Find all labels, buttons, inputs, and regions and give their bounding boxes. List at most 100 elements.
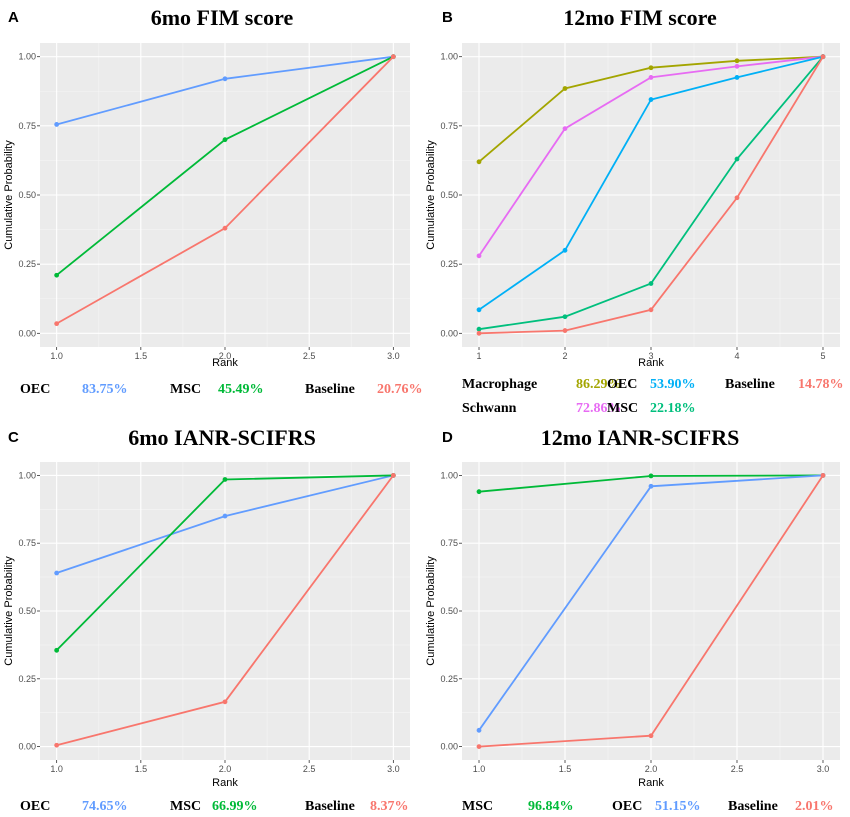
data-point-oec <box>222 76 228 82</box>
y-tick-label: 0.00 <box>440 742 458 752</box>
data-point-oec <box>54 122 60 127</box>
data-point-schwann <box>648 75 654 80</box>
data-point-baseline <box>734 195 740 201</box>
data-point-baseline <box>54 321 60 327</box>
panel-c: C 6mo IANR-SCIFRS 1.0 1.5 2.0 2.5 3.0 0.00 0.25 0… <box>3 425 410 814</box>
data-point-oec <box>648 97 654 102</box>
data-point-msc <box>648 281 654 286</box>
y-axis-label: Cumulative Probability <box>425 140 437 250</box>
x-tick-label: 1 <box>477 351 482 361</box>
data-point-oec <box>476 307 482 313</box>
data-point-msc <box>476 489 482 495</box>
x-tick-label: 2 <box>562 351 567 361</box>
x-tick-label: 3.0 <box>817 764 830 774</box>
data-point-baseline <box>222 225 228 231</box>
y-tick-label: 0.25 <box>18 259 36 269</box>
x-tick-label: 3.0 <box>387 351 400 361</box>
legend-name: MSC <box>607 401 638 416</box>
data-point-oec <box>648 483 654 489</box>
legend-value: 53.90% <box>650 377 696 392</box>
y-tick-label: 1.00 <box>18 52 36 62</box>
y-tick-label: 0.00 <box>18 742 36 752</box>
y-tick-label: 0.00 <box>440 328 458 338</box>
y-tick-label: 0.00 <box>18 328 36 338</box>
legend-value: 74.65% <box>82 799 128 814</box>
y-axis-label: Cumulative Probability <box>425 556 437 666</box>
legend-value: 51.15% <box>655 799 701 814</box>
x-tick-label: 2.5 <box>303 764 316 774</box>
legend-name: OEC <box>20 382 50 397</box>
legend-value: 20.76% <box>377 382 423 397</box>
data-point-oec <box>562 247 568 253</box>
y-axis-label: Cumulative Probability <box>3 556 15 666</box>
data-point-schwann <box>562 126 568 132</box>
data-point-baseline <box>390 54 396 60</box>
data-point-baseline <box>820 473 826 478</box>
y-tick-label: 0.75 <box>440 121 458 131</box>
legend-name: OEC <box>20 799 50 814</box>
x-tick-label: 1.5 <box>135 351 148 361</box>
data-point-msc <box>222 137 228 143</box>
data-point-msc <box>476 326 482 332</box>
data-point-macrophage <box>648 65 654 71</box>
y-tick-label: 0.50 <box>440 190 458 200</box>
data-point-msc <box>54 647 60 653</box>
legend-value: 86.29% <box>576 377 622 392</box>
panel-letter: A <box>8 9 19 26</box>
legend-value: 22.18% <box>650 401 696 416</box>
y-tick-label: 0.75 <box>440 538 458 548</box>
y-axis-label: Cumulative Probability <box>3 140 15 250</box>
panel-d: D 12mo IANR-SCIFRS 1.0 1.5 2.0 2.5 3.0 0.00 0.25… <box>425 425 840 814</box>
data-point-baseline <box>648 307 654 313</box>
data-point-oec <box>222 513 228 519</box>
data-point-baseline <box>562 328 568 333</box>
legend-name: Baseline <box>305 799 355 814</box>
legend-value: 45.49% <box>218 382 264 397</box>
legend-name: Schwann <box>462 401 517 416</box>
panel-letter: D <box>442 429 453 446</box>
legend-name: MSC <box>462 799 493 814</box>
data-point-msc <box>734 156 740 162</box>
panel-letter: C <box>8 429 19 446</box>
x-axis-label: Rank <box>212 357 238 369</box>
y-tick-label: 0.25 <box>440 674 458 684</box>
legend-value: 72.86% <box>576 401 622 416</box>
y-tick-label: 0.75 <box>18 121 36 131</box>
x-tick-label: 5 <box>820 351 825 361</box>
y-tick-label: 1.00 <box>440 470 458 480</box>
y-tick-label: 0.50 <box>440 606 458 616</box>
x-axis-label: Rank <box>638 777 664 789</box>
y-tick-label: 0.50 <box>18 606 36 616</box>
data-point-macrophage <box>562 86 568 91</box>
panel-a: A 6mo FIM score 1.0 1.5 2.0 2.5 3.0 0.00 0.25 0.5… <box>3 5 423 397</box>
x-tick-label: 1.5 <box>135 764 148 774</box>
data-point-oec <box>734 75 740 80</box>
y-tick-label: 0.25 <box>18 674 36 684</box>
chart-title: 12mo FIM score <box>563 5 717 30</box>
legend-name: OEC <box>612 799 642 814</box>
y-tick-label: 1.00 <box>18 470 36 480</box>
data-point-baseline <box>648 733 654 739</box>
x-tick-label: 2.5 <box>731 764 744 774</box>
data-point-oec <box>476 727 482 733</box>
legend-name: Baseline <box>305 382 355 397</box>
data-point-msc <box>54 272 60 278</box>
chart-title: 6mo FIM score <box>151 5 294 30</box>
data-point-macrophage <box>476 159 482 165</box>
x-axis-label: Rank <box>212 777 238 789</box>
legend-value: 96.84% <box>528 799 574 814</box>
panel-b: B 12mo FIM score 1 2 3 4 5 0.00 0.25 0.50 0.75 1.00… <box>425 5 844 416</box>
x-tick-label: 4 <box>734 351 739 361</box>
legend-value: 14.78% <box>798 377 844 392</box>
data-point-msc <box>648 473 654 479</box>
legend-value: 66.99% <box>212 799 258 814</box>
legend-value: 2.01% <box>795 799 834 814</box>
x-tick-label: 2.0 <box>219 764 232 774</box>
x-tick-label: 1.0 <box>50 764 63 774</box>
legend-name: Baseline <box>728 799 778 814</box>
x-axis-label: Rank <box>638 357 664 369</box>
data-point-baseline <box>820 54 826 60</box>
y-tick-label: 0.50 <box>18 190 36 200</box>
x-tick-label: 1.0 <box>473 764 486 774</box>
